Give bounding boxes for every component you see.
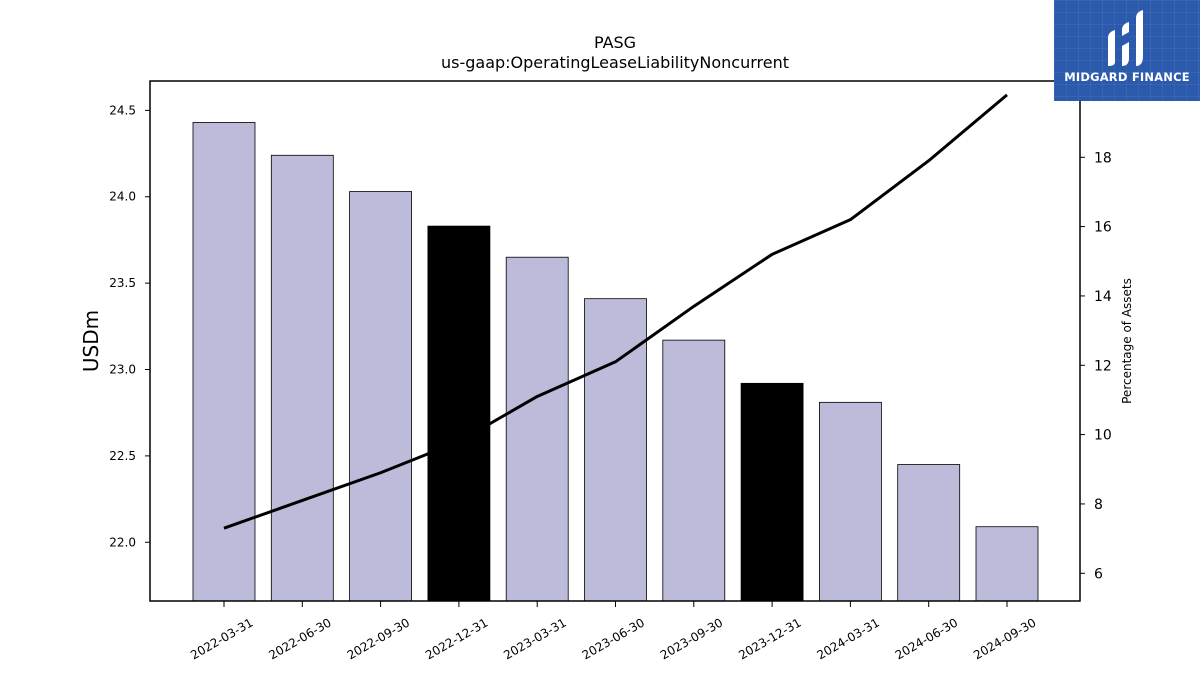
y-tick-label: 24.0	[109, 190, 136, 204]
x-tick-label: 2022-12-31	[423, 615, 490, 662]
x-axis: 2022-03-31 2022-06-30 2022-09-30 2022-12-31…	[188, 601, 1039, 662]
bar-2022-09-30	[349, 191, 413, 602]
x-tick-label: 2022-09-30	[345, 615, 412, 662]
logo-text: MIDGARD FINANCE	[1064, 70, 1190, 84]
bar-2022-03-31	[192, 122, 256, 602]
y2-tick-label: 12	[1094, 358, 1112, 374]
x-tick-label: 2023-12-31	[736, 615, 803, 662]
y2-tick-label: 16	[1094, 220, 1112, 236]
bar-2023-09-30	[662, 339, 726, 602]
x-tick-label: 2023-03-31	[501, 615, 568, 662]
percentage-line-group	[223, 93, 1008, 530]
bar-2023-03-31	[505, 256, 569, 602]
x-tick-label: 2022-03-31	[188, 615, 255, 662]
x-tick-label: 2022-06-30	[266, 615, 333, 662]
bar-2023-12-31	[740, 382, 804, 602]
y-tick-label: 22.0	[109, 535, 136, 549]
y2-tick-label: 14	[1094, 289, 1112, 305]
y2-axis: 6 8 10 12 14 16 18	[1080, 150, 1112, 582]
x-tick-label: 2024-09-30	[971, 615, 1038, 662]
y-tick-label: 24.5	[109, 103, 136, 117]
bar-2022-06-30	[270, 154, 334, 602]
percentage-of-assets-line	[223, 93, 1008, 530]
y-axis-label: USDm	[79, 310, 103, 372]
chart-subtitle: us-gaap:OperatingLeaseLiabilityNoncurren…	[441, 53, 789, 72]
brand-logo: MIDGARD FINANCE	[1054, 0, 1200, 101]
bar-2024-03-31	[819, 401, 882, 602]
y2-tick-label: 18	[1094, 150, 1112, 166]
chart-title: PASG	[594, 33, 636, 52]
y2-axis-label: Percentage of Assets	[1120, 278, 1134, 404]
x-tick-label: 2023-06-30	[580, 615, 647, 662]
y2-tick-label: 6	[1094, 566, 1103, 582]
bar-2023-06-30	[584, 298, 647, 602]
midgard-m-icon	[1108, 10, 1143, 66]
x-tick-label: 2023-09-30	[658, 615, 725, 662]
bar-2024-09-30	[975, 526, 1039, 602]
x-tick-label: 2024-03-31	[814, 615, 881, 662]
y-axis: 22.0 22.5 23.0 23.5 24.0 24.5	[109, 103, 150, 549]
y-tick-label: 22.5	[109, 449, 136, 463]
x-tick-label: 2024-06-30	[893, 615, 960, 662]
bar-2024-06-30	[897, 464, 961, 602]
bar-2022-12-31	[427, 225, 491, 602]
y-tick-label: 23.0	[109, 363, 136, 377]
bar-group	[192, 122, 1039, 602]
y2-tick-label: 10	[1094, 428, 1112, 444]
y-tick-label: 23.5	[109, 276, 136, 290]
y2-tick-label: 8	[1094, 497, 1103, 513]
